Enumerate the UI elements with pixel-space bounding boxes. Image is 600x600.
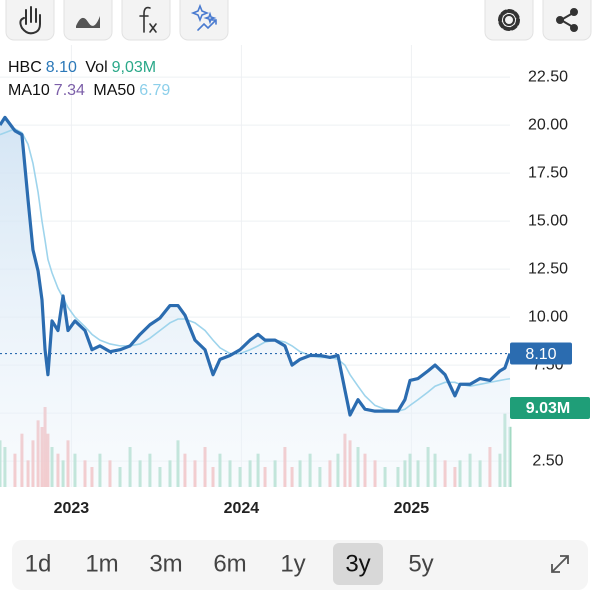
x-tick-label: 2025 [394, 500, 430, 517]
range-button[interactable]: 6m [213, 550, 246, 577]
range-button[interactable]: 3m [149, 550, 182, 577]
share-dot [570, 8, 578, 16]
plot-area [0, 45, 512, 487]
ma10-name: MA10 [8, 82, 50, 99]
hand-icon [19, 6, 41, 35]
share-dot [570, 24, 578, 32]
wave-icon [76, 16, 100, 28]
settings-button[interactable] [484, 0, 534, 41]
y-tick-label: 12.50 [528, 260, 568, 277]
chart-style-button[interactable] [63, 0, 113, 41]
range-button[interactable]: 5y [408, 550, 433, 577]
toolbar [5, 0, 592, 41]
y-tick-label: 20.00 [528, 116, 568, 133]
range-bar [12, 540, 588, 590]
price-label: 8.10 [45, 59, 77, 76]
range-selected-bg [333, 543, 383, 585]
ma50-name: MA50 [93, 82, 136, 99]
ma50-label: 6.79 [139, 82, 171, 99]
y-tick-label: 15.00 [528, 212, 568, 229]
gear-icon [503, 14, 515, 26]
y-tick-label: 17.50 [528, 164, 568, 181]
x-tick-label: 2024 [224, 500, 260, 517]
price-marker-label: 8.10 [525, 346, 556, 363]
volume-label: 9,03M [111, 59, 157, 76]
vol-name: Vol [85, 59, 108, 76]
expand-icon[interactable] [551, 555, 569, 573]
legend-row: HBC 8.10 Vol 9,03M [8, 59, 160, 77]
range-button[interactable]: 1y [280, 550, 305, 577]
price-marker-badge [510, 342, 572, 365]
y-tick-label: 22.50 [528, 68, 568, 85]
share-button[interactable] [542, 0, 592, 41]
ma10-label: 7.34 [53, 82, 85, 99]
range-button[interactable]: 3y [345, 550, 370, 577]
price-area [0, 117, 510, 487]
toolbar-icons [19, 3, 578, 35]
sparkle-icon [190, 3, 217, 31]
volume-marker-label: 9.03M [526, 400, 570, 417]
range-button[interactable]: 1m [85, 550, 118, 577]
x-tick-label: 2023 [54, 500, 90, 517]
range-button[interactable]: 1d [25, 550, 52, 577]
price-line [0, 115, 512, 417]
y-tick-label: 2.50 [532, 452, 563, 469]
share-dot [556, 16, 564, 24]
indicators-button[interactable] [121, 0, 171, 41]
ai-button[interactable] [179, 0, 229, 41]
volume-marker-badge [510, 397, 590, 419]
fx-icon [139, 6, 157, 33]
y-tick-label: 10.00 [528, 308, 568, 325]
gear-teeth [498, 9, 520, 31]
legend-row: MA10 7.34 MA50 6.79 [8, 82, 174, 100]
symbol: HBC [8, 59, 42, 76]
